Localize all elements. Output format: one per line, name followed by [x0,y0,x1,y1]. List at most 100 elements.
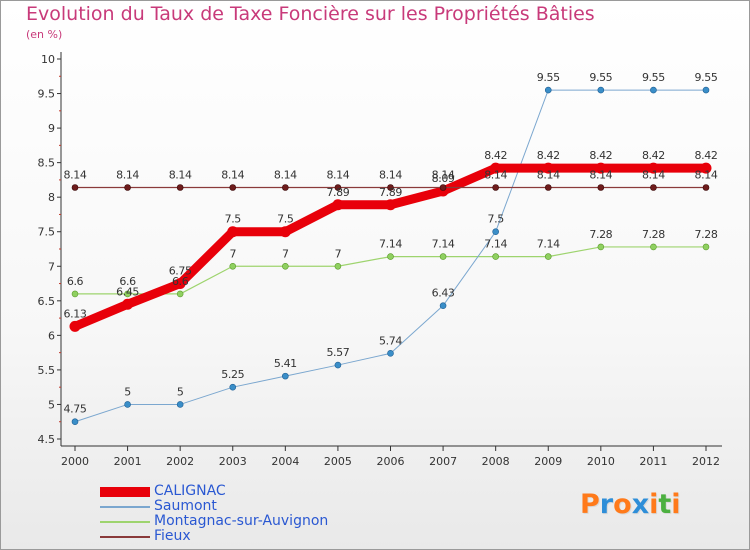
data-label: 7 [229,247,236,260]
data-point [387,253,394,260]
data-label: 5 [177,385,184,398]
logo-letter: i [671,489,681,520]
data-label: 7.14 [379,238,402,251]
x-tick-label: 2005 [324,455,352,468]
data-label: 7.28 [589,228,612,241]
data-point [279,226,291,238]
logo-letter: x [631,489,650,520]
data-point [702,243,710,251]
y-tick-label: 9.5 [38,88,56,101]
data-point [176,290,184,298]
data-point [439,302,447,309]
data-point [334,262,342,270]
x-tick-label: 2001 [114,455,142,468]
data-point [282,184,289,191]
data-label: 8.14 [116,169,139,182]
data-point [650,184,657,191]
data-point [490,162,502,174]
data-label: 6.75 [169,265,192,278]
data-point [700,162,712,174]
data-label: 8.14 [64,169,87,182]
logo-letter: i [649,489,659,520]
x-tick-label: 2009 [534,455,562,468]
y-tick-label: 4.5 [38,433,56,446]
data-point [702,86,710,94]
y-tick-label: 7 [48,260,55,273]
x-tick-label: 2003 [219,455,247,468]
data-label: 7.28 [695,228,718,241]
data-point [124,401,131,408]
x-tick-label: 2008 [482,455,510,468]
logo-letter: r [599,489,614,520]
data-point [282,262,289,270]
data-point [387,350,394,357]
legend-label: Fieux [154,528,191,544]
data-point [71,184,79,191]
data-label: 8.14 [379,169,402,182]
data-point [176,184,184,191]
data-point [229,383,237,391]
data-point [332,199,344,211]
data-point [597,243,605,251]
data-point [492,253,499,260]
data-label: 8.14 [537,169,560,182]
data-point [542,162,554,174]
data-label: 7.14 [537,238,560,251]
series-fieux [71,184,710,191]
data-label: 8.42 [589,149,612,162]
legend-label: CALIGNAC [154,483,226,499]
data-label: 8.09 [432,172,455,185]
data-label: 6.6 [119,275,136,288]
data-label: 8.42 [537,149,560,162]
x-tick-label: 2004 [271,455,299,468]
data-label: 8.14 [484,169,507,182]
data-label: 8.42 [484,149,507,162]
data-label: 7.5 [488,213,505,226]
data-label: 8.14 [589,169,612,182]
data-point [174,278,186,290]
data-point [492,184,499,191]
data-label: 6.43 [432,287,455,300]
data-point [385,199,396,211]
data-label: 7.28 [642,228,665,241]
x-tick-label: 2006 [377,455,405,468]
data-point [124,290,131,298]
x-tick-label: 2012 [692,455,720,468]
data-label: 7.89 [326,186,349,199]
data-point [544,253,552,260]
y-tick-label: 10 [41,53,55,66]
data-point [71,418,79,426]
legend-swatch [100,487,150,497]
legend-item: Saumont [100,498,400,514]
y-tick-label: 8.5 [38,157,56,170]
legend-label: Montagnac-sur-Auvignon [154,513,329,529]
data-label: 8.42 [695,149,718,162]
data-label: 5.41 [274,357,297,370]
labels-saumont: 4.75 5 5 5.25 5.41 5.57 5.74 6.43 7.5 9.55 9.55 9.5… [64,71,719,416]
x-tick-label: 2010 [587,455,615,468]
data-label: 8.14 [169,169,192,182]
data-label: 9.55 [642,71,665,84]
data-label: 7.14 [432,238,455,251]
proxiti-logo: Proxiti [580,489,681,520]
data-point [229,262,237,270]
x-tick-label: 2011 [639,455,667,468]
data-label: 5.74 [379,334,402,347]
legend-swatch [100,536,150,538]
series-montagnac-sur-auvignon [71,243,710,298]
logo-letter: t [658,489,672,520]
legend-swatch [100,506,150,508]
series-saumont [71,86,710,426]
data-label: 6.6 [172,275,189,288]
data-point [124,184,131,191]
data-label: 8.14 [326,169,349,182]
data-label: 8.14 [221,169,244,182]
data-point [71,290,79,298]
labels-calignac: 6.13 6.45 6.75 7.5 7.5 7.89 7.89 8.09 8.42 8.42 8.… [64,149,718,320]
labels-fieux: 8.14 8.14 8.14 8.14 8.14 8.14 8.14 8.14 8.14 8.14… [64,169,719,182]
data-label: 8.14 [274,169,297,182]
data-point [334,361,342,369]
y-tick-label: 6.5 [38,295,56,308]
data-point [597,86,605,94]
